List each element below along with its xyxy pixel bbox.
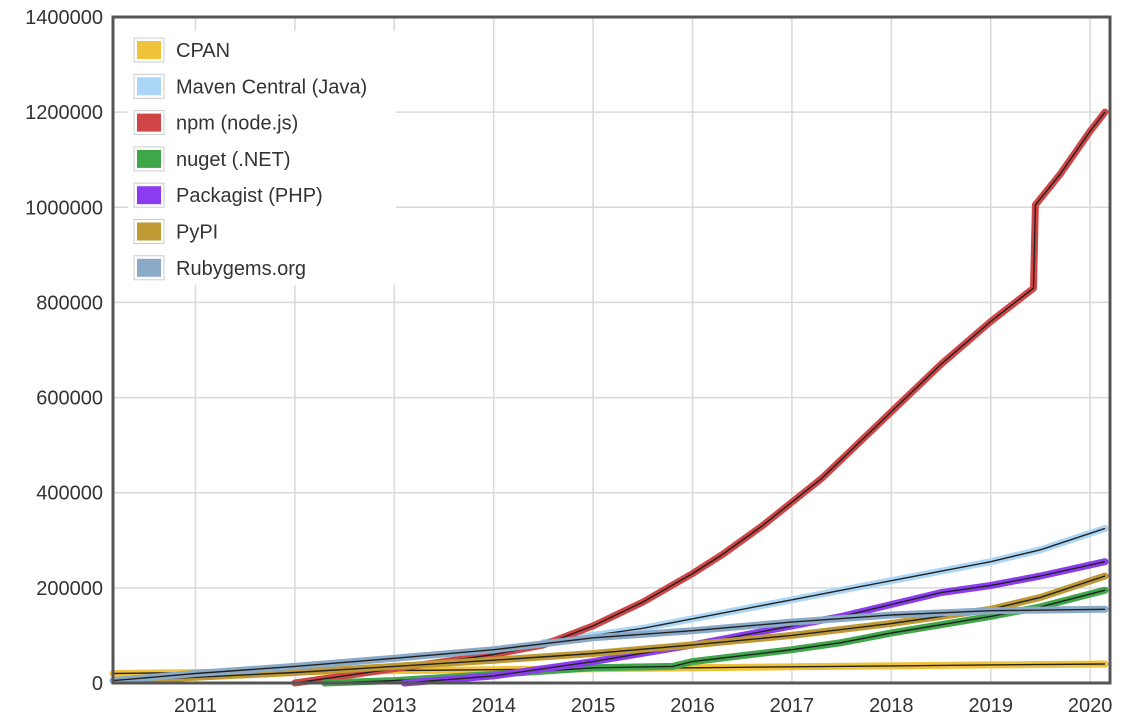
plot-frame	[111, 15, 1112, 685]
legend-box	[128, 31, 396, 285]
legend-swatch-npm-node-js	[137, 113, 161, 132]
series-outline-rubygems-org	[112, 608, 1106, 682]
legend-label-cpan: CPAN	[176, 40, 230, 62]
legend-label-nuget-net: nuget (.NET)	[176, 149, 290, 171]
y-tick-label: 0	[92, 673, 103, 695]
legend: CPAN Maven Central (Java) npm (node.js) nug…	[128, 31, 396, 285]
x-tick-label: 2015	[571, 695, 616, 717]
legend-swatch-rubygems-org	[137, 258, 161, 277]
x-tick-label: 2018	[869, 695, 914, 717]
x-axis-ticks: 2011 2012 2013 2014 2015 2016 2017 2018 2019 2020	[174, 695, 1112, 717]
y-tick-label: 800000	[36, 292, 103, 314]
legend-label-maven-central-java: Maven Central (Java)	[176, 76, 367, 98]
x-tick-label: 2011	[174, 695, 217, 717]
legend-swatch-cpan	[137, 41, 161, 59]
y-tick-label: 1000000	[25, 197, 103, 219]
x-tick-label: 2017	[770, 695, 815, 717]
x-tick-label: 2012	[273, 695, 318, 717]
legend-swatch-packagist-php	[137, 186, 161, 205]
legend-swatch-maven-central-java	[137, 77, 161, 96]
x-tick-label: 2016	[670, 695, 715, 717]
y-tick-label: 1400000	[25, 7, 103, 29]
legend-label-packagist-php: Packagist (PHP)	[176, 185, 323, 207]
x-tick-label: 2019	[968, 695, 1013, 717]
y-tick-label: 200000	[36, 578, 103, 600]
series-outline-maven-central-java	[543, 527, 1106, 644]
x-tick-label: 2020	[1068, 695, 1113, 717]
legend-label-npm-node-js: npm (node.js)	[176, 113, 298, 135]
y-tick-label: 1200000	[25, 102, 103, 124]
x-tick-label: 2013	[372, 695, 417, 717]
legend-label-rubygems-org: Rubygems.org	[176, 258, 306, 280]
legend-swatch-pypi	[137, 222, 161, 241]
y-axis-ticks: 0 200000 400000 600000 800000 1000000 1200000 1…	[25, 7, 103, 695]
y-tick-label: 600000	[36, 388, 103, 410]
x-tick-label: 2014	[471, 695, 516, 717]
legend-swatch-nuget-net	[137, 149, 161, 168]
y-tick-label: 400000	[36, 483, 103, 505]
series-lines	[109, 108, 1109, 687]
legend-label-pypi: PyPI	[176, 222, 218, 244]
